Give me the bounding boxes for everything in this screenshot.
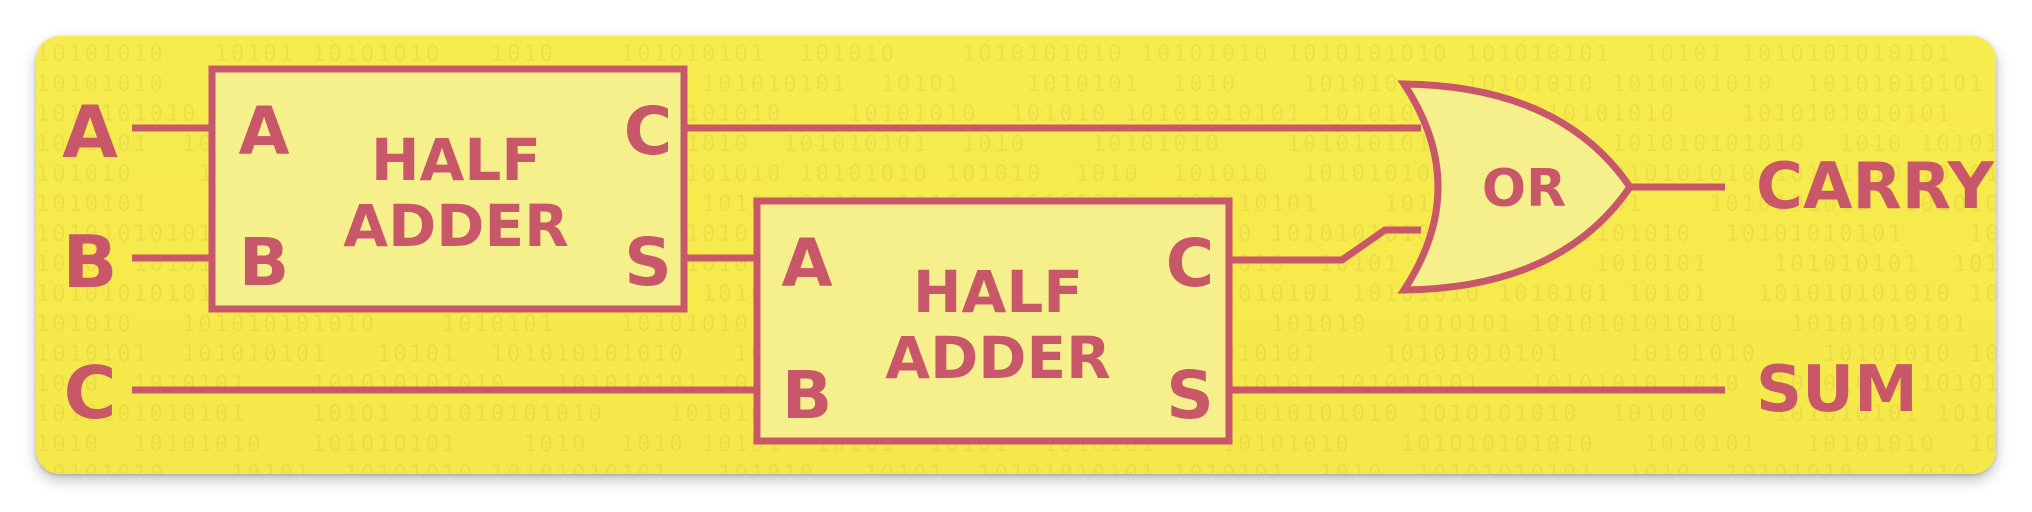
ha2-title-line2: ADDER [885, 324, 1110, 392]
or-gate-label: OR [1482, 159, 1566, 219]
ha1-port-b: B [239, 224, 289, 301]
ha2-title-line1: HALF [913, 258, 1083, 326]
ha2-port-c: C [1166, 225, 1214, 302]
half-adder-1-block [208, 65, 688, 313]
half-adder-2-block [753, 197, 1233, 445]
ha1-port-s: S [624, 224, 672, 301]
ha2-port-b: B [782, 357, 832, 434]
wire-ha2-carry-to-or [1229, 226, 1421, 264]
output-sum-label: SUM [1756, 353, 1918, 427]
circuit-svg: A B C A B C S HALF ADDER A B C S HALF AD… [62, 65, 1995, 445]
ha1-title-line2: ADDER [343, 192, 568, 260]
ha1-port-c: C [624, 93, 672, 170]
input-b-label: B [63, 220, 118, 304]
ha2-port-s: S [1166, 357, 1214, 434]
full-adder-diagram: 10101010 10101 10101010 1010 101010101 1… [36, 36, 1996, 474]
ha2-port-a: A [781, 225, 832, 302]
or-gate-shape [1397, 80, 1635, 294]
input-a-label: A [62, 90, 118, 174]
output-carry-label: CARRY [1756, 150, 1995, 224]
input-c-label: C [64, 351, 117, 435]
ha1-title-line1: HALF [371, 126, 541, 194]
ha1-port-a: A [238, 93, 289, 170]
